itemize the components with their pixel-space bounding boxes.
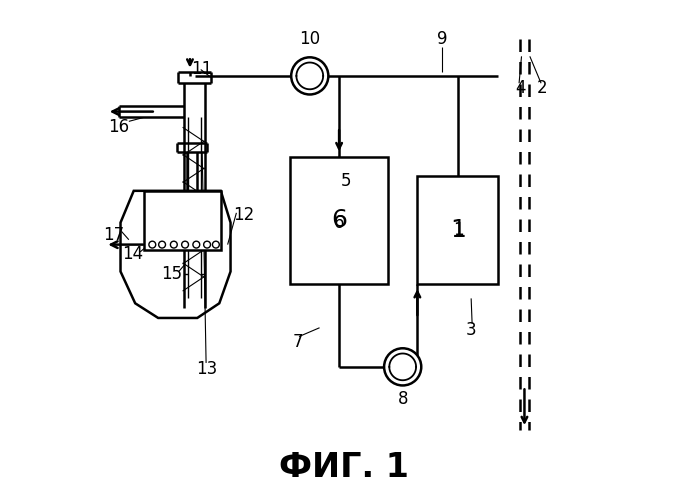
Polygon shape [144, 191, 221, 250]
Text: 11: 11 [191, 59, 213, 77]
Text: 14: 14 [122, 246, 143, 263]
Text: 1: 1 [453, 221, 463, 239]
Text: 2: 2 [537, 79, 548, 97]
Text: 3: 3 [466, 321, 477, 339]
Bar [290, 157, 388, 284]
Circle shape [149, 241, 155, 248]
Circle shape [182, 241, 189, 248]
Text: 12: 12 [233, 206, 255, 224]
Text: 8: 8 [398, 390, 408, 408]
Text: 15: 15 [161, 265, 182, 283]
Text: 10: 10 [299, 30, 321, 48]
Circle shape [291, 57, 328, 94]
Text: 7: 7 [292, 333, 303, 351]
Text: 17: 17 [104, 226, 125, 244]
Bar [418, 176, 498, 284]
Circle shape [384, 348, 421, 385]
Text: 1: 1 [450, 218, 466, 242]
Text: 13: 13 [197, 360, 217, 378]
Circle shape [204, 241, 211, 248]
Circle shape [213, 241, 219, 248]
Text: 9: 9 [437, 30, 447, 48]
Circle shape [159, 241, 166, 248]
Text: ФИГ. 1: ФИГ. 1 [279, 451, 409, 484]
Circle shape [193, 241, 200, 248]
Text: 5: 5 [341, 172, 352, 190]
Polygon shape [120, 191, 230, 318]
Text: 4: 4 [515, 79, 526, 97]
Text: 6: 6 [334, 214, 345, 232]
Text: 6: 6 [331, 208, 347, 232]
Circle shape [171, 241, 178, 248]
Text: 16: 16 [109, 118, 129, 136]
